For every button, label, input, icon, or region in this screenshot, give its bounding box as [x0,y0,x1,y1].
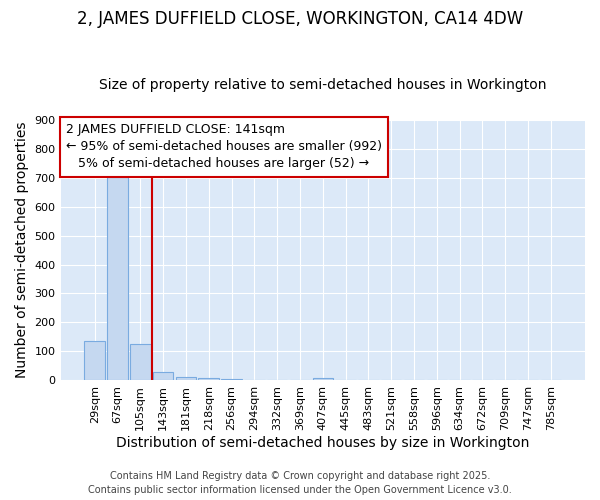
Bar [85,342,105,380]
Bar [176,377,196,380]
Bar [107,164,128,380]
X-axis label: Distribution of semi-detached houses by size in Workington: Distribution of semi-detached houses by … [116,436,529,450]
Bar [130,344,151,381]
Title: Size of property relative to semi-detached houses in Workington: Size of property relative to semi-detach… [99,78,547,92]
Text: Contains HM Land Registry data © Crown copyright and database right 2025.
Contai: Contains HM Land Registry data © Crown c… [88,471,512,495]
Text: 2 JAMES DUFFIELD CLOSE: 141sqm
← 95% of semi-detached houses are smaller (992)
 : 2 JAMES DUFFIELD CLOSE: 141sqm ← 95% of … [66,124,382,170]
Text: 2, JAMES DUFFIELD CLOSE, WORKINGTON, CA14 4DW: 2, JAMES DUFFIELD CLOSE, WORKINGTON, CA1… [77,10,523,28]
Bar [153,372,173,380]
Y-axis label: Number of semi-detached properties: Number of semi-detached properties [15,122,29,378]
Bar [313,378,333,380]
Bar [221,379,242,380]
Bar [199,378,219,380]
